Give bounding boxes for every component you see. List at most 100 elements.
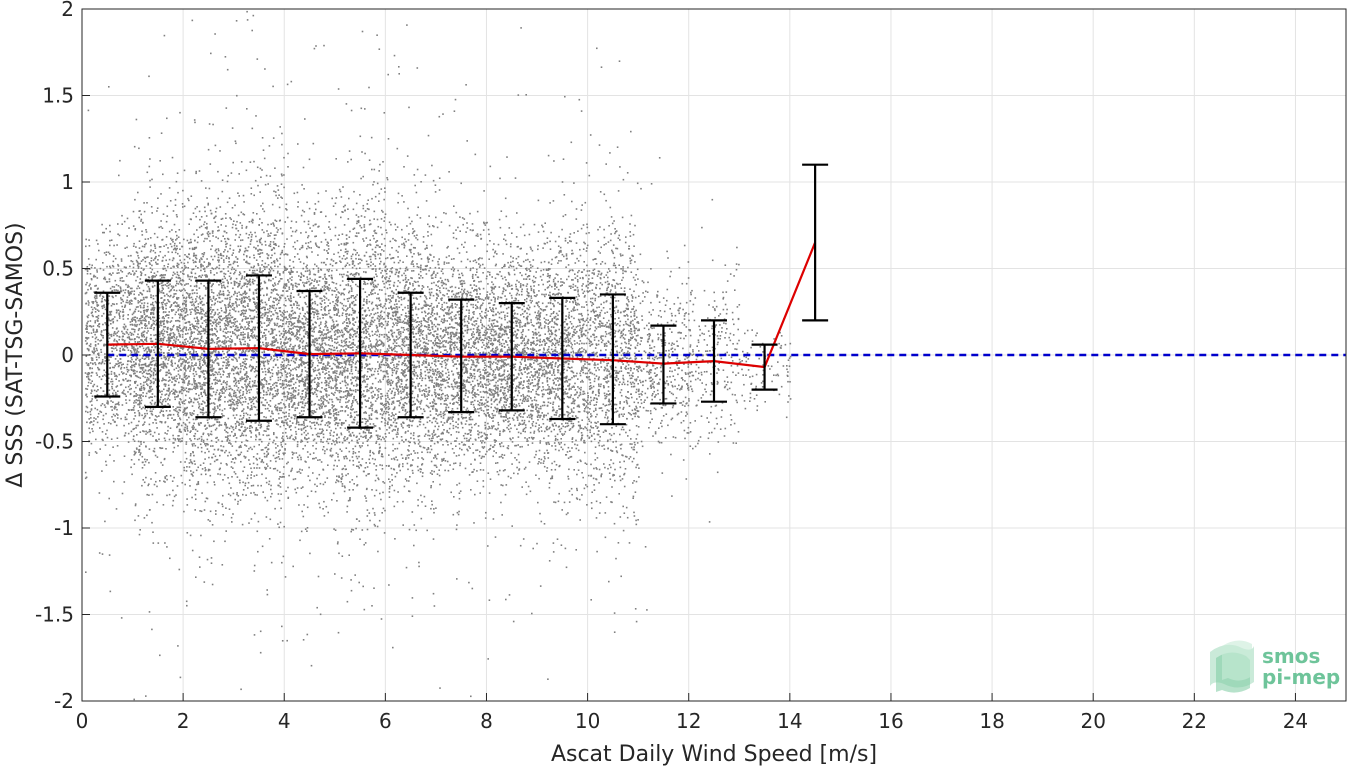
scatter-point [194, 256, 197, 259]
scatter-point [150, 308, 153, 311]
scatter-point [263, 384, 265, 386]
scatter-point [236, 292, 238, 295]
scatter-point [279, 126, 281, 128]
scatter-point [176, 425, 179, 428]
scatter-point [153, 284, 156, 287]
scatter-point [85, 291, 88, 294]
scatter-point [132, 438, 135, 441]
scatter-point [234, 301, 237, 303]
scatter-point [231, 226, 234, 229]
scatter-point [195, 284, 198, 287]
scatter-point [255, 436, 258, 438]
scatter-point [185, 255, 188, 258]
scatter-point [102, 269, 105, 271]
scatter-point [219, 150, 221, 152]
scatter-point [95, 418, 97, 420]
scatter-point [233, 309, 235, 311]
scatter-point [120, 302, 123, 304]
scatter-point [168, 493, 171, 496]
scatter-point [130, 334, 133, 336]
scatter-point [242, 489, 245, 491]
scatter-point [150, 340, 152, 342]
scatter-point [159, 401, 161, 404]
scatter-point [171, 381, 173, 383]
scatter-point [247, 474, 249, 477]
scatter-point [156, 427, 158, 429]
scatter-point [93, 420, 95, 422]
scatter-point [232, 332, 234, 335]
scatter-point [233, 410, 235, 412]
scatter-point [209, 360, 212, 362]
scatter-point [228, 356, 231, 359]
scatter-point [250, 401, 252, 404]
scatter-point [152, 304, 155, 307]
scatter-point [215, 510, 217, 512]
scatter-point [88, 285, 91, 287]
scatter-point [87, 373, 90, 376]
scatter-point [198, 260, 201, 263]
scatter-point [150, 381, 153, 384]
scatter-point [250, 398, 253, 400]
scatter-point [156, 207, 159, 209]
scatter-point [104, 520, 106, 523]
scatter-point [246, 348, 248, 351]
scatter-point [269, 320, 272, 322]
scatter-point [93, 291, 95, 293]
scatter-point [123, 327, 126, 329]
scatter-point [237, 282, 240, 285]
scatter-point [141, 369, 144, 371]
scatter-point [134, 228, 137, 230]
scatter-point [185, 343, 188, 345]
scatter-point [225, 332, 228, 334]
scatter-point [153, 327, 155, 329]
scatter-point [142, 375, 145, 378]
scatter-point [148, 611, 151, 613]
scatter-point [142, 222, 144, 224]
scatter-point [228, 257, 230, 260]
scatter-point [167, 397, 169, 400]
scatter-point [95, 295, 98, 298]
scatter-point [178, 430, 181, 433]
scatter-point [187, 328, 190, 331]
scatter-point [111, 416, 113, 418]
scatter-point [159, 398, 162, 401]
scatter-point [159, 251, 162, 253]
scatter-point [168, 389, 170, 391]
scatter-point [206, 227, 208, 230]
scatter-point [257, 263, 259, 265]
scatter-point [109, 367, 111, 369]
scatter-point [90, 408, 93, 410]
scatter-point [116, 445, 119, 447]
scatter-point [208, 377, 211, 380]
scatter-point [209, 364, 211, 366]
scatter-point [134, 412, 136, 414]
scatter-point [209, 240, 211, 242]
scatter-point [252, 484, 255, 487]
scatter-point [211, 325, 213, 327]
scatter-point [228, 404, 230, 406]
scatter-point [168, 393, 171, 395]
scatter-point [141, 282, 143, 285]
scatter-point [152, 435, 154, 437]
scatter-point [213, 448, 216, 451]
scatter-point [185, 360, 188, 362]
scatter-point [199, 259, 201, 261]
scatter-point [228, 451, 231, 454]
scatter-point [214, 455, 217, 458]
scatter-point [236, 420, 238, 423]
scatter-point [224, 382, 227, 384]
scatter-point [114, 257, 117, 260]
scatter-point [103, 369, 105, 372]
scatter-point [117, 414, 119, 416]
scatter-point [269, 376, 272, 379]
scatter-point [194, 328, 197, 330]
scatter-point [184, 412, 186, 414]
scatter-point [98, 310, 100, 312]
scatter-point [256, 276, 258, 279]
scatter-point [238, 274, 241, 276]
scatter-point [144, 244, 146, 246]
scatter-point [139, 454, 141, 456]
scatter-point [140, 218, 143, 221]
scatter-point [193, 375, 196, 377]
scatter-point [214, 353, 216, 356]
